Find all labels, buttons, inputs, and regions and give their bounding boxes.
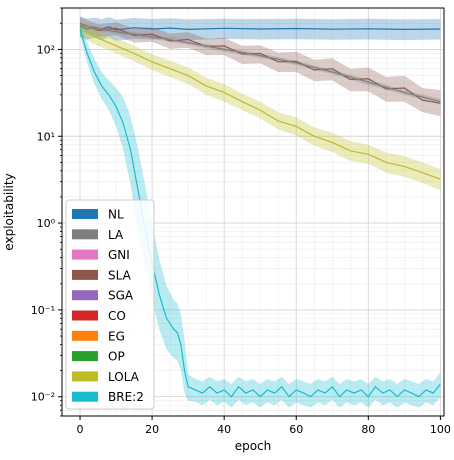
series-line-lola: [79, 28, 441, 180]
series-band-lola: [80, 22, 441, 191]
legend-label-la: LA: [108, 228, 124, 242]
x-tick-label: 80: [361, 423, 375, 436]
legend-swatch-bre-2: [72, 391, 98, 402]
legend-swatch-eg: [72, 330, 98, 341]
legend-label-sla: SLA: [108, 268, 132, 282]
y-tick-label: 10²: [37, 43, 55, 56]
legend-label-op: OP: [108, 350, 125, 364]
grid-layer: [62, 7, 444, 417]
y-tick-label: 10⁻²: [31, 391, 55, 404]
legend-label-nl: NL: [108, 208, 124, 222]
x-axis-label: epoch: [235, 439, 272, 453]
legend-label-gni: GNI: [108, 248, 130, 262]
y-tick-label: 10⁻¹: [31, 304, 55, 317]
x-tick-label: 100: [430, 423, 451, 436]
x-tick-label: 0: [77, 423, 84, 436]
x-tick-label: 20: [145, 423, 159, 436]
legend-label-lola: LOLA: [108, 370, 140, 384]
series-layer: [79, 16, 441, 408]
y-tick-label: 10¹: [37, 130, 55, 143]
legend-swatch-co: [72, 310, 98, 321]
legend-label-co: CO: [108, 309, 126, 323]
legend-label-bre-2: BRE:2: [108, 390, 144, 404]
y-axis-label: exploitability: [2, 173, 16, 250]
legend-swatch-lola: [72, 371, 98, 382]
x-tick-label: 60: [289, 423, 303, 436]
legend-label-eg: EG: [108, 329, 125, 343]
legend-swatch-op: [72, 351, 98, 362]
legend-label-sga: SGA: [108, 289, 134, 303]
tick-layer: 0 20 40 60 80 100 10⁻² 10⁻¹ 10⁰ 10¹ 10²: [31, 7, 451, 436]
legend-swatch-nl: [72, 209, 98, 219]
x-tick-label: 40: [217, 423, 231, 436]
legend-swatch-sla: [72, 269, 98, 280]
y-tick-label: 10⁰: [37, 217, 56, 230]
series-band-bre-2: [80, 24, 441, 408]
legend-swatch-sga: [72, 290, 98, 301]
series-band-sla: [80, 17, 441, 117]
plot-frame: [61, 7, 445, 417]
series-line-la: [79, 24, 441, 103]
legend-swatch-gni: [72, 249, 98, 260]
legend: NL LA GNI SLA SGA CO EG OP LOLA BRE:2: [65, 199, 155, 410]
legend-swatch-la: [72, 229, 98, 240]
